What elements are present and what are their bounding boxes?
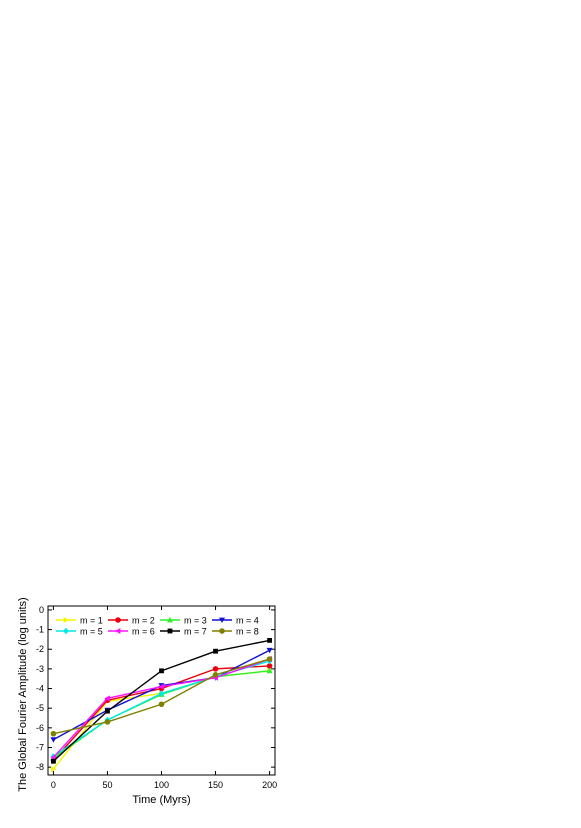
x-tick-label: 0 xyxy=(51,780,56,790)
series-8 xyxy=(50,656,273,737)
data-point-circle xyxy=(115,617,121,623)
data-point-circle xyxy=(266,663,273,669)
legend-label: m = 6 xyxy=(132,627,155,637)
data-point-square xyxy=(105,708,110,714)
y-tick-label: -3 xyxy=(36,664,44,674)
legend-item-2: m = 2 xyxy=(108,616,155,626)
data-point-circle xyxy=(158,701,165,708)
x-tick-label: 100 xyxy=(154,780,169,790)
legend: m = 1 m = 2 m = 3 m = 4 m = 5 m = 6 m = 7 m = 8 xyxy=(56,616,259,637)
legend-item-6: m = 6 xyxy=(108,627,155,637)
series-6 xyxy=(50,656,272,761)
data-point-circle xyxy=(212,666,219,672)
legend-label: m = 2 xyxy=(132,616,155,626)
y-tick-label: -2 xyxy=(36,644,44,654)
series-line xyxy=(53,660,270,757)
y-tick-label: -6 xyxy=(36,723,44,733)
data-point-square xyxy=(167,628,173,634)
data-point-square xyxy=(213,648,218,654)
data-point-triangle-left xyxy=(115,628,121,634)
legend-label: m = 5 xyxy=(80,627,103,637)
y-tick-label: 0 xyxy=(39,605,44,615)
legend-item-8: m = 8 xyxy=(212,627,259,637)
legend-item-1: m = 1 xyxy=(56,616,103,626)
series-3 xyxy=(50,667,273,761)
legend-label: m = 7 xyxy=(184,627,207,637)
x-axis-label: Time (Myrs) xyxy=(132,794,190,806)
data-point-triangle-down xyxy=(219,617,225,623)
data-point-triangle-up xyxy=(167,617,173,623)
legend-label: m = 8 xyxy=(236,627,259,637)
data-point-circle xyxy=(50,730,57,737)
x-tick-label: 200 xyxy=(262,780,277,790)
data-point-triangle-left xyxy=(104,695,110,702)
data-point-circle xyxy=(266,656,273,662)
data-point-circle xyxy=(212,671,219,678)
y-axis-label: The Global Fourier Amplitude (log units) xyxy=(17,597,29,791)
data-point-triangle-up xyxy=(266,667,273,674)
y-tick-label: -5 xyxy=(36,703,44,713)
x-tick-label: 50 xyxy=(102,780,112,790)
legend-item-7: m = 7 xyxy=(160,627,207,637)
y-tick-label: -7 xyxy=(36,742,44,752)
legend-label: m = 3 xyxy=(184,616,207,626)
series-line xyxy=(52,665,270,761)
data-point-triangle-right xyxy=(63,617,69,623)
data-point-triangle-left xyxy=(50,754,56,761)
y-tick-label: -4 xyxy=(36,684,44,694)
data-point-circle xyxy=(219,628,225,634)
data-point-triangle-down xyxy=(50,737,57,743)
series-line xyxy=(52,639,270,762)
series-layer xyxy=(50,637,273,773)
data-point-diamond xyxy=(158,690,165,697)
x-tick-label: 150 xyxy=(208,780,223,790)
data-point-square xyxy=(51,758,56,764)
series-7 xyxy=(51,637,272,764)
legend-item-4: m = 4 xyxy=(212,616,259,626)
y-tick-label: -1 xyxy=(36,625,44,635)
axes: 0 50 100 150 200 0 -1 -2 -3 -4 -5 -6 -7 -8 xyxy=(36,605,277,790)
series-2 xyxy=(50,663,273,764)
legend-item-3: m = 3 xyxy=(160,616,207,626)
data-point-triangle-down xyxy=(266,647,273,654)
legend-item-5: m = 5 xyxy=(56,627,103,637)
data-point-triangle-right xyxy=(51,766,57,773)
data-point-circle xyxy=(104,719,111,725)
data-point-diamond xyxy=(63,627,69,635)
y-tick-label: -8 xyxy=(36,762,44,772)
legend-label: m = 4 xyxy=(236,616,259,626)
data-point-square xyxy=(159,668,164,674)
legend-label: m = 1 xyxy=(80,616,103,626)
data-point-square xyxy=(267,637,272,643)
data-point-triangle-left xyxy=(158,683,164,690)
